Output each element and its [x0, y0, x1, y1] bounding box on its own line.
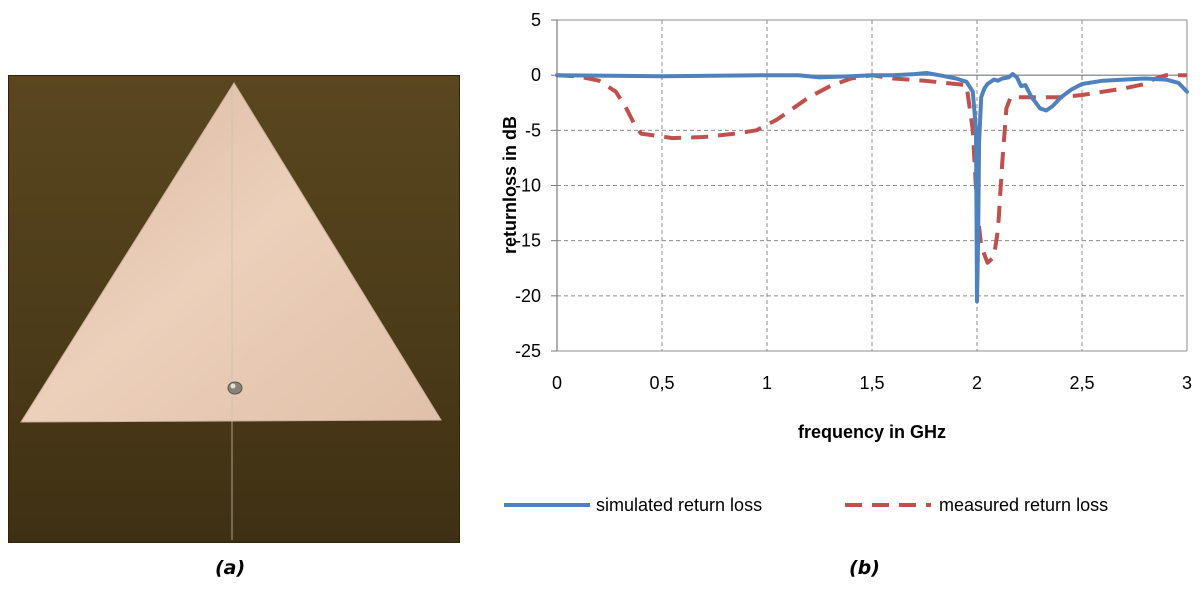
grid — [556, 19, 1188, 352]
x-tick-label: 1 — [762, 373, 772, 393]
y-tick-label: -15 — [515, 231, 541, 251]
legend-label-measured: measured return loss — [939, 495, 1108, 515]
antenna-photo — [8, 75, 460, 543]
y-tick-label: -20 — [515, 286, 541, 306]
series-line-simulated — [555, 71, 1189, 304]
legend: simulated return loss measured return lo… — [504, 495, 1108, 515]
triangular-patch — [20, 82, 442, 423]
series-line-measured — [556, 73, 1187, 265]
x-tick-label: 2 — [972, 373, 982, 393]
y-tick-label: -25 — [515, 341, 541, 361]
y-tick-label: -10 — [515, 176, 541, 196]
return-loss-chart: 0 0,5 1 1,5 2 2,5 3 -25 -20 -15 -10 -5 0 5 frequency … — [500, 10, 1192, 515]
legend-label-simulated: simulated return loss — [596, 495, 762, 515]
x-tick-label: 0,5 — [649, 373, 674, 393]
y-tick-label: 0 — [531, 65, 541, 85]
caption-b: (b) — [849, 557, 880, 579]
tick-labels: 0 0,5 1 1,5 2 2,5 3 -25 -20 -15 -10 -5 0 5 — [515, 10, 1192, 393]
y-tick-label: -5 — [525, 120, 541, 140]
series — [555, 71, 1189, 304]
feed-point — [227, 381, 243, 395]
x-tick-label: 1,5 — [859, 373, 884, 393]
y-tick-label: 5 — [531, 10, 541, 30]
x-tick-label: 3 — [1182, 373, 1192, 393]
y-axis-label: returnloss in dB — [500, 116, 520, 254]
x-tick-label: 2,5 — [1069, 373, 1094, 393]
x-axis-label: frequency in GHz — [798, 422, 946, 442]
caption-a: (a) — [215, 557, 246, 579]
x-tick-label: 0 — [552, 373, 562, 393]
